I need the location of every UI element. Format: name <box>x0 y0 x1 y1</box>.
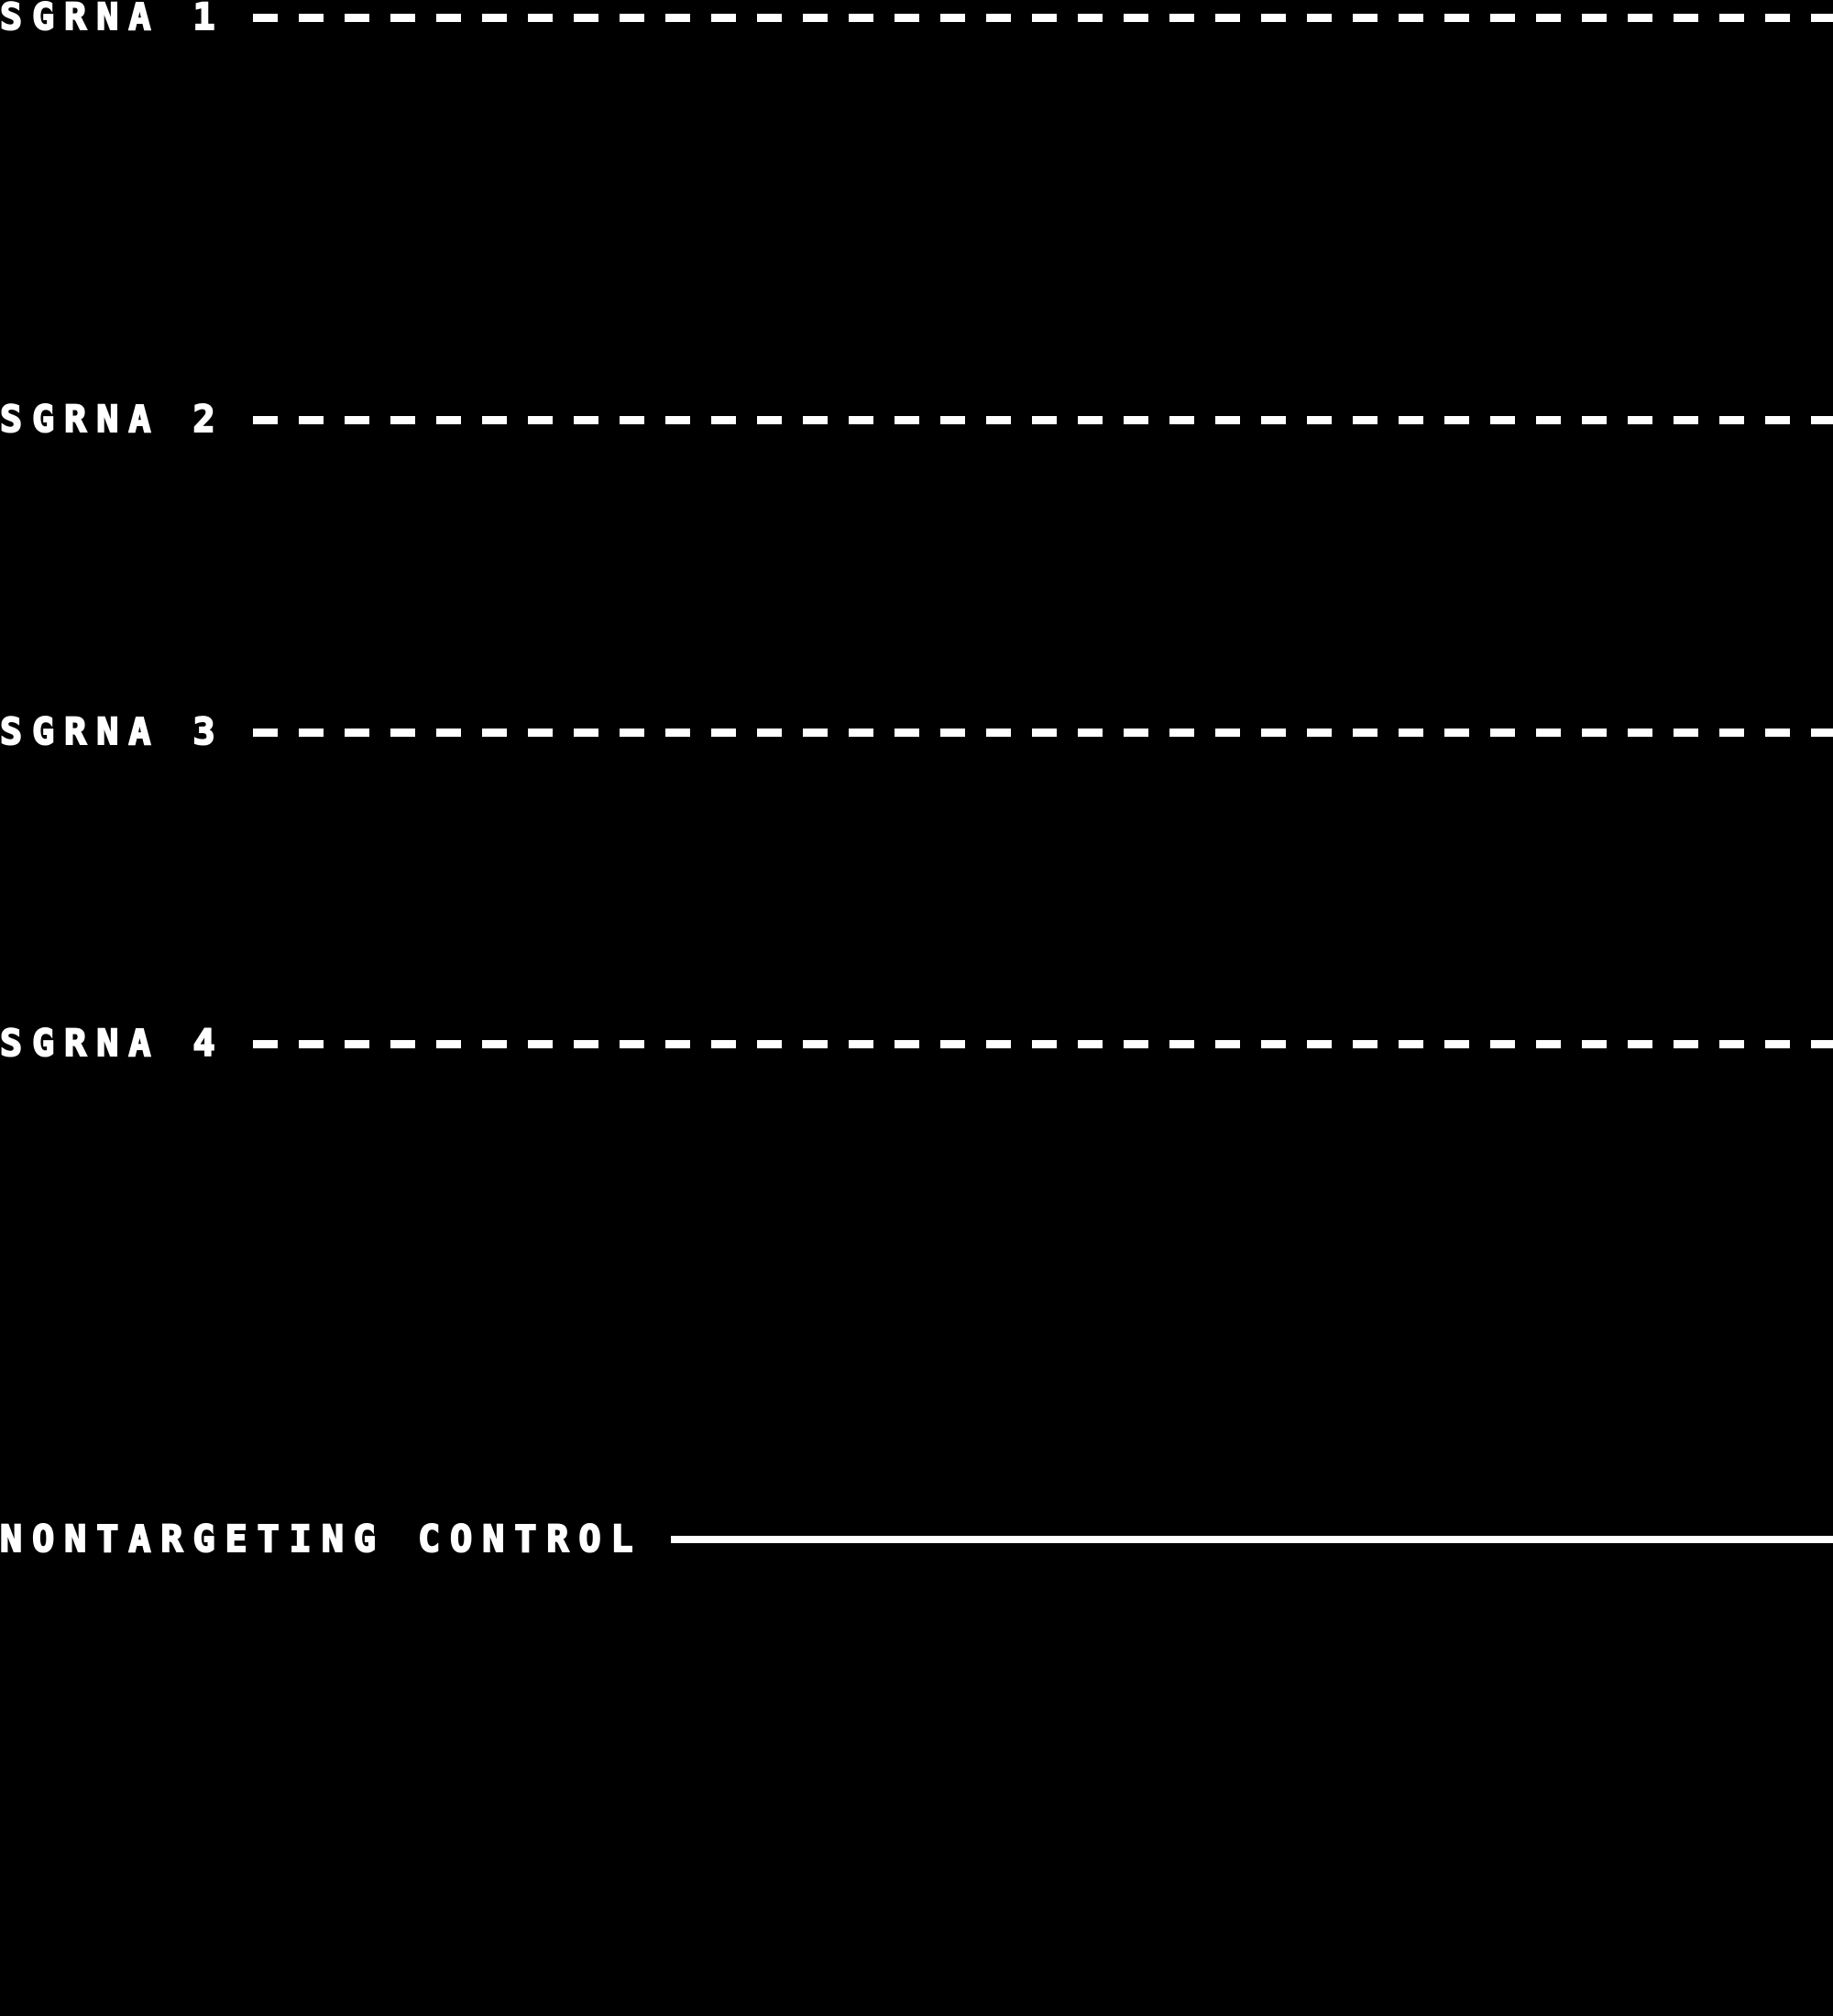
solid-line-sample <box>670 1536 1833 1543</box>
legend-entry-label: SGRNA 1 <box>0 0 225 38</box>
legend-entry-label: SGRNA 3 <box>0 711 225 753</box>
legend-entry-label: SGRNA 4 <box>0 1023 225 1065</box>
dashed-line-sample <box>252 728 1833 737</box>
dashed-line-sample <box>252 13 1833 22</box>
legend-entry-label: SGRNA 2 <box>0 399 225 441</box>
dashed-line-sample <box>252 415 1833 424</box>
legend-entry: SGRNA 4 <box>0 1023 1833 1065</box>
legend-entry: NONTARGETING CONTROL <box>0 1518 1833 1561</box>
legend-entry: SGRNA 2 <box>0 399 1833 441</box>
legend-entry-label: NONTARGETING CONTROL <box>0 1518 643 1561</box>
legend-entry: SGRNA 3 <box>0 711 1833 753</box>
dashed-line-sample <box>252 1039 1833 1048</box>
legend-entry: SGRNA 1 <box>0 0 1833 38</box>
